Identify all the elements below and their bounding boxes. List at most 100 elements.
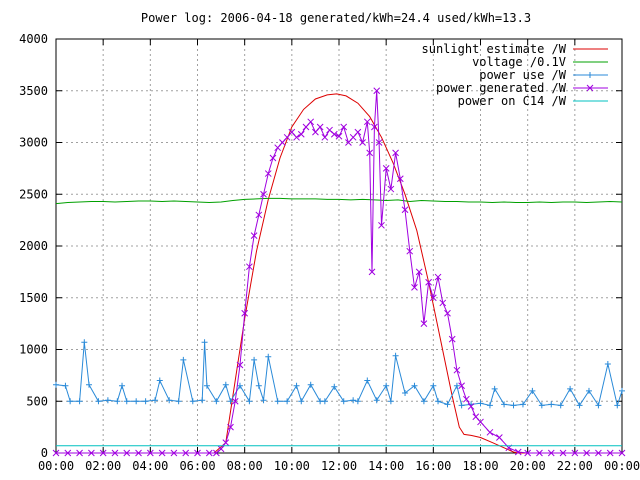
data-point [387, 185, 395, 193]
y-tick-label: 4000 [19, 32, 48, 46]
data-point [321, 133, 329, 141]
data-point [619, 387, 625, 394]
data-point [411, 382, 418, 389]
data-point [142, 398, 149, 405]
data-point [453, 366, 461, 374]
legend-item: voltage /0.1V [472, 55, 608, 69]
data-point [340, 398, 347, 405]
series-line [55, 197, 623, 205]
data-point [135, 449, 142, 457]
data-point [95, 398, 102, 405]
data-point [429, 294, 437, 302]
data-point [156, 377, 163, 384]
data-point [114, 398, 121, 405]
data-point [81, 339, 88, 346]
x-axis: 00:00 02:00 04:00 06:00 08:00 10:00 12:00 14:00… [38, 39, 640, 473]
data-point [199, 397, 206, 404]
data-point [373, 87, 381, 95]
data-point [595, 402, 602, 409]
data-point [585, 387, 592, 394]
data-point [123, 398, 130, 405]
data-point [246, 263, 253, 271]
data-point [227, 423, 234, 431]
y-tick-label: 1000 [19, 343, 48, 357]
data-point [53, 381, 59, 388]
data-point [354, 398, 361, 405]
data-point [430, 382, 437, 389]
data-point [330, 130, 338, 138]
data-point [335, 132, 343, 140]
data-point [255, 382, 262, 389]
data-point [293, 382, 300, 389]
x-tick-label: 16:00 [415, 459, 451, 473]
data-point [415, 268, 423, 276]
x-tick-label: 12:00 [321, 459, 357, 473]
data-point [205, 449, 213, 457]
data-point [363, 118, 371, 126]
data-point [444, 401, 451, 408]
data-point [467, 403, 475, 410]
data-point [406, 247, 414, 255]
data-point [307, 381, 314, 388]
data-point [371, 123, 378, 131]
data-point [425, 278, 432, 286]
data-point [265, 353, 272, 360]
data-point [298, 398, 305, 405]
data-point [236, 382, 243, 389]
data-point [251, 356, 258, 363]
data-point [411, 284, 418, 291]
data-point [462, 395, 470, 403]
data-point [236, 361, 244, 369]
data-point [88, 449, 95, 457]
data-point [86, 381, 93, 388]
data-point [170, 449, 178, 457]
data-point [458, 402, 465, 409]
data-point [364, 377, 371, 384]
x-tick-label: 20:00 [510, 459, 546, 473]
data-point [606, 449, 614, 457]
data-point [501, 401, 508, 408]
x-tick-label: 14:00 [368, 459, 404, 473]
data-point [222, 439, 230, 447]
y-tick-label: 500 [26, 394, 48, 408]
data-point [227, 398, 234, 405]
y-tick-label: 2500 [19, 187, 48, 201]
data-point [119, 382, 126, 389]
data-point [375, 139, 383, 146]
data-point [340, 123, 348, 131]
data-point [524, 449, 532, 457]
data-point [76, 449, 83, 457]
series-voltage-0-1v [55, 197, 623, 205]
data-point [260, 397, 267, 404]
series-sunlight-estimate-w [56, 93, 622, 454]
data-point [104, 397, 111, 404]
data-point [402, 389, 409, 396]
data-point [203, 382, 210, 389]
legend-item: power generated /W [436, 81, 608, 95]
data-point [529, 387, 536, 394]
data-point [477, 418, 484, 426]
data-point [444, 309, 451, 317]
data-point [62, 382, 69, 389]
series-layer [52, 87, 626, 457]
x-tick-label: 10:00 [274, 459, 310, 473]
data-point [146, 449, 154, 457]
y-tick-label: 2000 [19, 239, 48, 253]
data-point [158, 449, 166, 457]
data-point [392, 352, 399, 359]
legend-label: voltage /0.1V [472, 55, 566, 69]
data-point [448, 335, 456, 343]
data-point [373, 397, 380, 404]
data-point [152, 397, 159, 404]
data-point [396, 175, 404, 183]
data-point [123, 449, 131, 457]
data-point [420, 320, 428, 327]
data-point [350, 397, 357, 404]
legend-item: power on C14 /W [458, 94, 608, 108]
legend-marker [586, 84, 594, 92]
x-tick-label: 08:00 [227, 459, 263, 473]
data-point [439, 299, 447, 307]
data-point [618, 449, 626, 457]
data-point [111, 449, 119, 457]
